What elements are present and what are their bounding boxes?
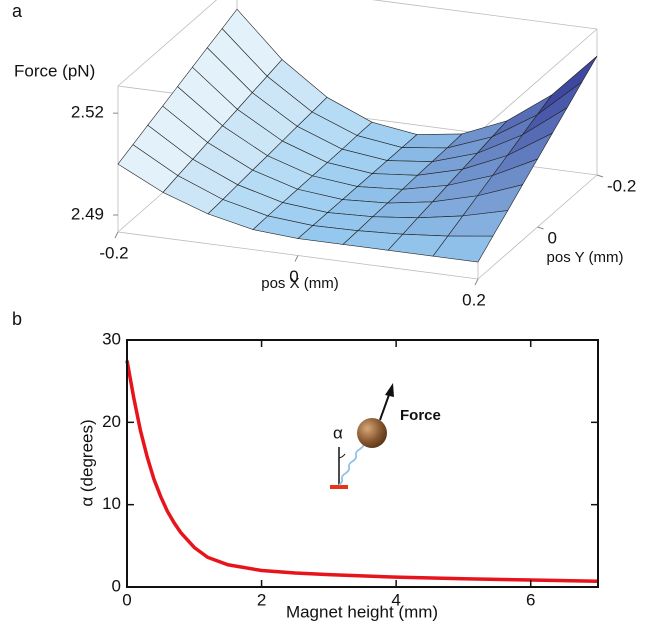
y-tick-label: 0	[548, 228, 557, 247]
inset-diagram: Force α	[330, 383, 441, 489]
x-axis-label: pos X (mm)	[261, 275, 339, 292]
z-tick-label: 2.49	[71, 205, 104, 224]
surface-patch	[432, 235, 494, 263]
bead	[357, 418, 387, 448]
x-tick-label: 6	[526, 590, 535, 609]
x-tick	[294, 255, 299, 262]
x-tick-label: 2	[257, 590, 266, 609]
x-tick-label: 0	[122, 590, 131, 609]
force-arrow	[379, 391, 391, 421]
x-tick-label: 0	[289, 267, 298, 286]
z-tick-label: 2.52	[71, 103, 104, 122]
y-axis-label: pos Y (mm)	[547, 249, 624, 266]
annotation: α	[333, 423, 343, 442]
panel-label: b	[12, 309, 22, 329]
x-tick	[114, 231, 119, 239]
data-line	[125, 360, 599, 583]
y-axis-label: α (degrees)	[77, 419, 96, 506]
box-edge	[477, 28, 598, 134]
angle-arc	[338, 453, 346, 459]
panel-label: a	[12, 1, 23, 21]
plot-frame	[126, 339, 599, 588]
arrow-head	[385, 383, 394, 397]
y-tick-label: 10	[102, 494, 121, 513]
y-tick	[596, 174, 604, 178]
box-edge	[117, 0, 218, 87]
y-tick	[537, 226, 544, 230]
annotation: Force	[400, 407, 441, 424]
x-tick-label: -0.2	[99, 243, 128, 262]
z-axis-label: Force (pN)	[14, 61, 95, 80]
x-tick-label: 4	[391, 590, 400, 609]
x-tick-label: 0.2	[462, 290, 486, 309]
y-tick-label: -0.2	[607, 176, 636, 195]
x-tick	[474, 278, 479, 286]
y-tick-label: 0	[112, 576, 121, 595]
y-tick-label: 30	[102, 329, 121, 348]
y-tick-label: 20	[102, 412, 121, 431]
box-edge	[371, 0, 598, 30]
tether	[338, 443, 365, 486]
x-axis-label: Magnet height (mm)	[286, 602, 438, 621]
